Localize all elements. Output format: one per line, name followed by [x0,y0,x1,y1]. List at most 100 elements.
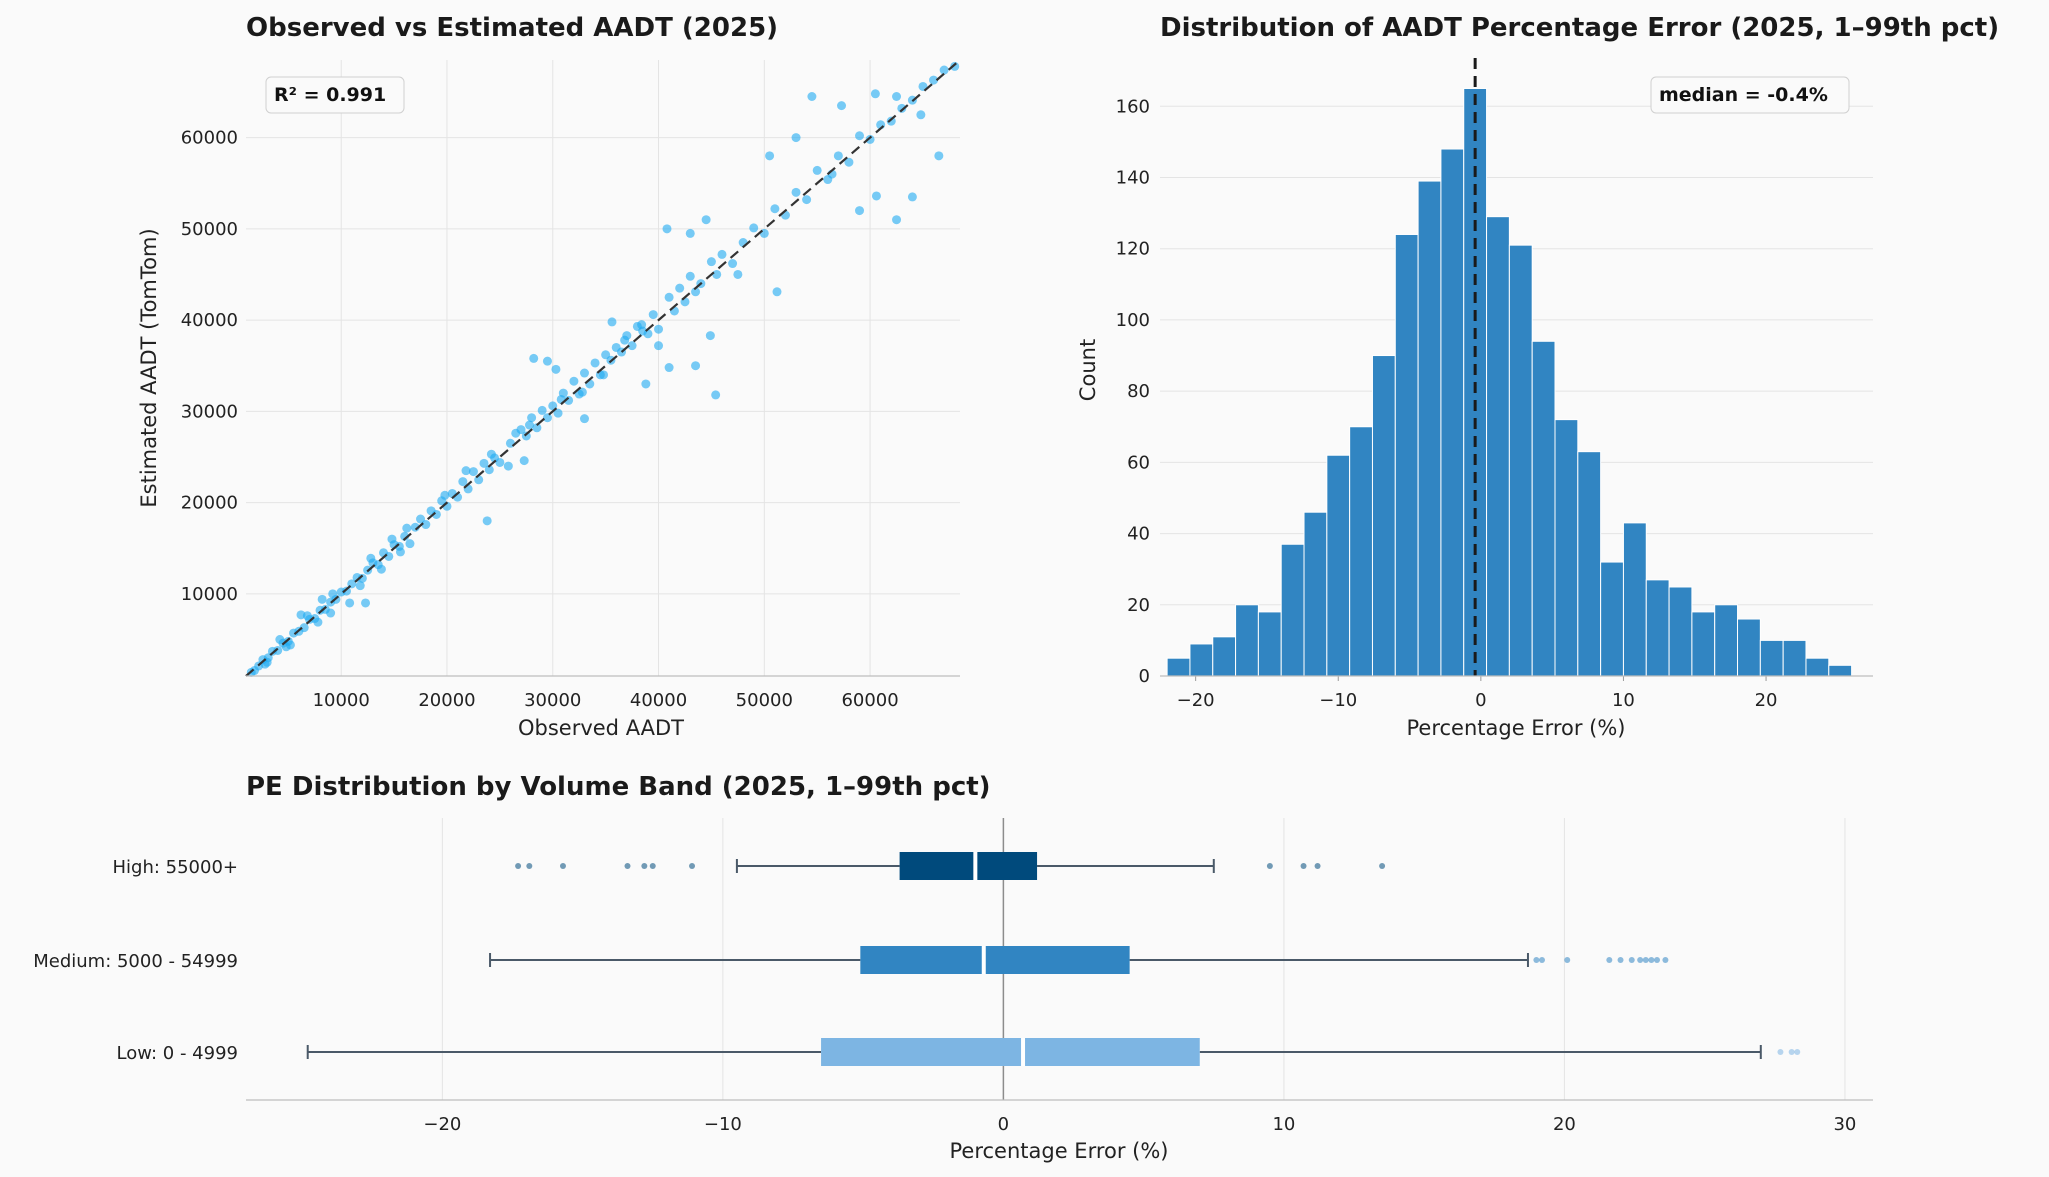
scatter-point [807,92,817,102]
histogram-bar [1257,611,1282,677]
x-tick-label: 10 [1612,690,1635,711]
scatter-point [706,257,716,267]
outlier-point [1777,1049,1784,1055]
scatter-point [468,467,478,477]
outlier-point [1533,957,1540,963]
histogram-bar [1828,664,1853,677]
histogram-axes: 0 20 40 60 80 100 120 140 160 −20 −10 0 10 20 [1116,96,1873,711]
scatter-point [387,534,397,544]
scatter-point [357,573,367,583]
y-tick-label: 100 [1116,310,1150,331]
x-tick-label: 0 [998,1114,1009,1135]
scatter-point [461,466,471,476]
scatter-point [620,335,630,345]
scatter-grid [246,60,960,676]
scatter-point [405,539,415,549]
iqr-box [860,946,1130,974]
scatter-point [431,509,441,519]
scatter-point [273,645,283,655]
scatter-point [765,151,775,161]
x-tick-label: 20 [1553,1114,1576,1135]
scatter-point [717,249,727,259]
scatter-point [907,192,917,202]
histogram-title: Distribution of AADT Percentage Error (2… [1160,13,1999,43]
outlier-point [1564,957,1571,963]
y-tick-label: 40 [1127,524,1150,545]
scatter-axes: 10000 20000 30000 40000 50000 60000 10000 20000… [181,128,960,711]
outlier-point [1300,863,1307,869]
scatter-point [482,516,492,526]
outlier-point [1637,957,1644,963]
histogram-bar [1508,244,1533,677]
outlier-point [624,863,631,869]
scatter-point [802,195,812,205]
scatter-point [599,370,609,380]
scatter-point [648,310,658,320]
histogram-bar [1737,618,1761,677]
y-tick-label: 30000 [181,401,238,422]
x-tick-label: 20 [1755,690,1778,711]
histogram-bar [1554,419,1579,677]
box-row [515,852,1386,880]
scatter-point [317,594,327,604]
histogram-bar [1645,579,1670,677]
x-tick-label: 0 [1475,690,1486,711]
band-label: High: 55000+ [113,857,239,878]
scatter-point [326,608,336,618]
histogram-bar [1600,561,1624,677]
identity-reference-line [245,59,961,677]
scatter-point [664,292,674,302]
scatter-point [542,413,552,423]
scatter-point [366,553,376,563]
outlier-point [1642,957,1649,963]
x-tick-label: 30 [1833,1114,1856,1135]
box-row [489,946,1669,974]
scatter-point [328,589,338,599]
scatter-panel: Observed vs Estimated AADT (2025) 10000 2… [137,13,961,740]
scatter-point [865,134,875,144]
y-tick-label: 50000 [181,219,238,240]
scatter-point [837,101,847,111]
x-tick-label: −20 [423,1114,461,1135]
scatter-point [529,353,539,363]
scatter-point [537,405,547,415]
scatter-point [590,358,600,368]
iqr-box [899,852,1038,880]
histogram-panel: Distribution of AADT Percentage Error (2… [1076,13,1999,740]
histogram-bar [1212,636,1237,677]
scatter-point [675,283,685,293]
y-tick-label: 80 [1127,381,1150,402]
scatter-point [871,191,881,201]
histogram-bar [1668,586,1693,677]
outlier-point [1379,863,1386,869]
scatter-point [249,666,259,676]
scatter-point [519,456,529,466]
y-tick-label: 60000 [181,128,238,149]
y-tick-label: 10000 [181,584,238,605]
scatter-point [711,390,721,400]
scatter-point [654,341,664,351]
scatter-point [691,361,701,371]
histogram-bar [1486,216,1510,677]
histogram-bar [1280,543,1305,677]
x-tick-label: 10000 [313,690,370,711]
y-tick-label: 160 [1116,96,1150,117]
scatter-point [579,368,589,378]
scatter-point [569,376,579,386]
scatter-point [870,89,880,99]
box-row [306,1038,1801,1066]
y-tick-label: 20000 [181,493,238,514]
iqr-box [821,1038,1200,1066]
histogram-ylabel: Count [1076,339,1100,401]
histogram-bar [1349,426,1373,677]
scatter-point [897,103,907,113]
scatter-point [395,547,405,557]
scatter-point [812,165,822,175]
histogram-bar [1691,611,1716,677]
scatter-point [627,341,637,351]
scatter-point [662,224,672,234]
scatter-point [939,65,949,75]
outlier-point [1628,957,1635,963]
outlier-point [1654,957,1661,963]
